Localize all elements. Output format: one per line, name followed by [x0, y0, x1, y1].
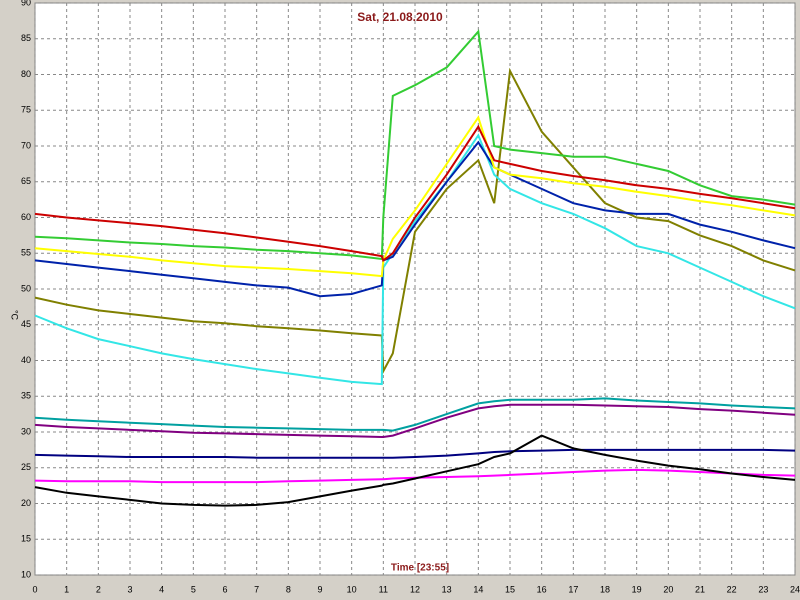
x-tick-label: 21 — [695, 584, 705, 594]
x-tick-label: 22 — [727, 584, 737, 594]
x-tick-label: 9 — [317, 584, 322, 594]
x-tick-label: 23 — [758, 584, 768, 594]
x-tick-label: 14 — [473, 584, 483, 594]
y-tick-label: 60 — [21, 212, 31, 222]
x-tick-label: 12 — [410, 584, 420, 594]
y-tick-label: 70 — [21, 140, 31, 150]
x-tick-label: 5 — [191, 584, 196, 594]
x-tick-label: 10 — [347, 584, 357, 594]
x-tick-label: 1 — [64, 584, 69, 594]
series-line — [34, 434, 796, 507]
x-tick-label: 20 — [663, 584, 673, 594]
x-tick-label: 13 — [442, 584, 452, 594]
y-tick-label: 25 — [21, 462, 31, 472]
x-tick-label: 15 — [505, 584, 515, 594]
y-tick-label: 15 — [21, 534, 31, 544]
x-tick-label: 3 — [127, 584, 132, 594]
x-tick-label: 18 — [600, 584, 610, 594]
series-line — [34, 67, 796, 375]
y-tick-label: 30 — [21, 426, 31, 436]
y-tick-label: 20 — [21, 498, 31, 508]
y-tick-label: 10 — [21, 569, 31, 579]
x-tick-label: 16 — [537, 584, 547, 594]
x-tick-label: 4 — [159, 584, 164, 594]
series-line — [34, 403, 796, 438]
y-tick-label: 50 — [21, 283, 31, 293]
x-tick-label: 8 — [286, 584, 291, 594]
x-tick-label: 24 — [790, 584, 800, 594]
x-tick-label: 17 — [568, 584, 578, 594]
y-tick-label: 45 — [21, 319, 31, 329]
x-tick-label: 6 — [222, 584, 227, 594]
y-tick-label: 55 — [21, 248, 31, 258]
x-tick-label: 19 — [632, 584, 642, 594]
y-tick-label: 85 — [21, 33, 31, 43]
series-line — [34, 124, 796, 263]
series-line — [34, 29, 796, 261]
series-line — [34, 468, 796, 484]
series-line — [34, 448, 796, 459]
x-tick-label: 7 — [254, 584, 259, 594]
chart-title: Sat, 21.08.2010 — [357, 10, 443, 24]
y-tick-label: 90 — [21, 0, 31, 7]
series-line — [34, 115, 796, 278]
y-axis-label: °C — [10, 310, 20, 321]
x-axis-label: Time [23:55] — [391, 563, 449, 574]
x-tick-label: 0 — [32, 584, 37, 594]
x-tick-label: 2 — [96, 584, 101, 594]
y-tick-label: 80 — [21, 69, 31, 79]
series-line — [34, 397, 796, 432]
y-tick-label: 40 — [21, 355, 31, 365]
y-tick-label: 35 — [21, 391, 31, 401]
series-line — [34, 140, 796, 298]
y-tick-label: 65 — [21, 176, 31, 186]
y-tick-label: 75 — [21, 105, 31, 115]
x-tick-label: 11 — [379, 584, 388, 594]
